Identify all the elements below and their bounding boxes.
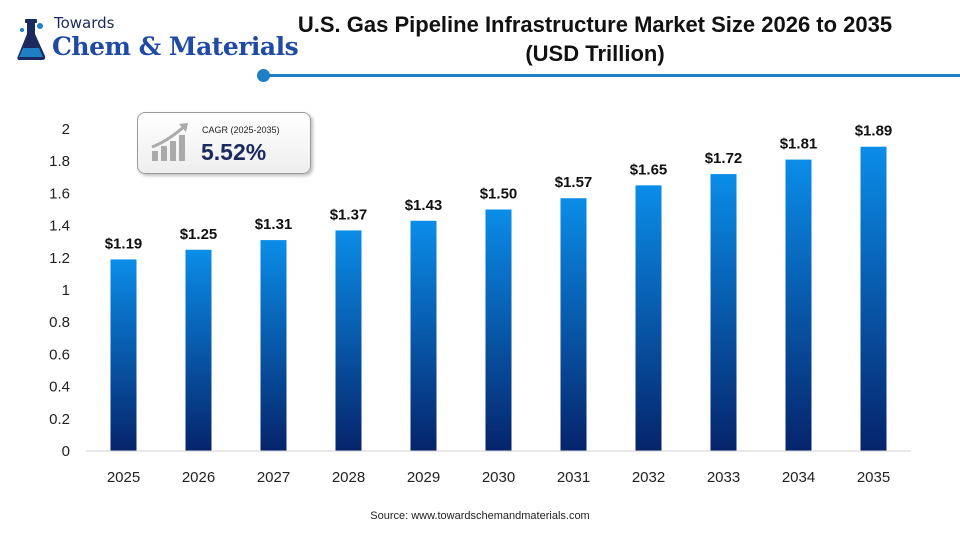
x-tick-label: 2034 [782,469,815,486]
bar-value-label: $1.72 [705,150,743,167]
bar [185,249,212,451]
x-tick-label: 2025 [107,469,140,486]
x-tick-label: 2029 [407,469,440,486]
cagr-box: CAGR (2025-2035) 5.52% [137,112,311,174]
bar-value-label: $1.81 [780,136,818,153]
logo-text-towards: Towards [54,14,115,32]
bar [635,185,662,451]
bars [110,146,887,451]
logo-text-brand: Chem & Materials [52,32,299,61]
bar [110,259,137,451]
x-tick-label: 2026 [182,469,215,486]
chart-title: U.S. Gas Pipeline Infrastructure Market … [260,10,930,68]
y-tick-label: 1.4 [49,218,70,235]
x-tick-label: 2031 [557,469,590,486]
x-tick-label: 2027 [257,469,290,486]
y-tick-label: 1.2 [49,250,70,267]
x-axis: 2025 2026 2027 2028 2029 2030 2031 2032 2033 2034… [86,450,911,486]
bar [410,220,437,451]
growth-chart-icon [151,123,188,161]
bar-value-label: $1.37 [330,206,368,223]
bar [710,174,737,451]
bar [860,146,887,451]
bar [260,240,287,451]
x-tick-label: 2035 [857,469,890,486]
chart-title-line1: U.S. Gas Pipeline Infrastructure Market … [297,12,893,37]
bar [560,198,587,451]
bar-value-label: $1.65 [630,161,668,178]
y-tick-label: 1 [62,282,70,299]
bar-value-label: $1.89 [855,123,893,140]
y-tick-label: 0.6 [49,346,70,363]
y-tick-label: 1.6 [49,185,70,202]
y-tick-label: 1.8 [49,153,70,170]
title-divider-dot [257,69,270,82]
chart-title-line2: (USD Trillion) [525,41,665,66]
y-axis: 0 0.2 0.4 0.6 0.8 1 1.2 1.4 1.6 1.8 2 [49,121,70,460]
bar-value-label: $1.19 [105,235,143,252]
y-tick-label: 0.2 [49,411,70,428]
data-labels: $1.19 $1.25 $1.31 $1.37 $1.43 $1.50 $1.57 $1.65… [105,123,893,253]
y-tick-label: 0 [62,443,70,460]
cagr-label: CAGR (2025-2035) [202,125,280,135]
bar-value-label: $1.43 [405,197,443,214]
logo: Towards Chem & Materials [14,12,299,72]
title-divider [262,74,960,77]
y-tick-label: 0.4 [49,379,70,396]
y-tick-label: 0.8 [49,314,70,331]
bar-value-label: $1.57 [555,174,593,191]
x-tick-label: 2033 [707,469,740,486]
cagr-value: 5.52% [201,139,267,165]
x-tick-label: 2028 [332,469,365,486]
bar [335,230,362,451]
bar [785,159,812,451]
y-tick-label: 2 [62,121,70,138]
x-tick-label: 2032 [632,469,665,486]
bar-value-label: $1.31 [255,216,293,233]
bar-value-label: $1.25 [180,226,218,243]
flask-logo-icon [17,19,46,60]
bar-value-label: $1.50 [480,186,518,203]
source-note: Source: www.towardschemandmaterials.com [370,510,590,522]
bar [485,209,512,451]
x-tick-label: 2030 [482,469,515,486]
